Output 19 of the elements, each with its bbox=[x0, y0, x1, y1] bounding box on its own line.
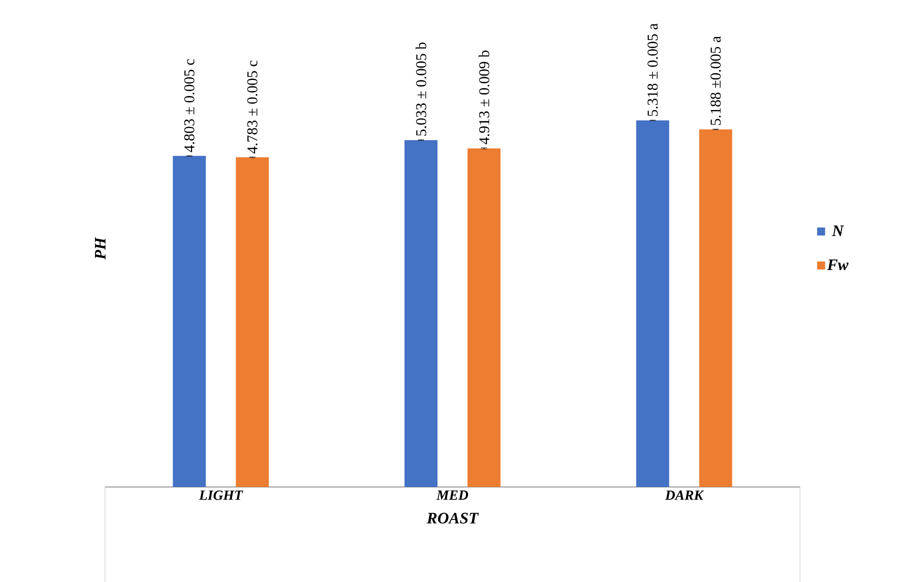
x-tick-label: LIGHT bbox=[198, 490, 244, 500]
data-label: 5.318 ± 0.005 a bbox=[648, 23, 658, 116]
data-label: 4.803 ± 0.005 c bbox=[184, 59, 194, 152]
bar bbox=[172, 156, 206, 487]
bar bbox=[404, 140, 438, 487]
x-tick-label: MED bbox=[436, 490, 468, 500]
bar bbox=[236, 157, 269, 487]
y-axis-title: PH bbox=[94, 236, 106, 260]
data-label: 5.188 ±0.005 a bbox=[710, 36, 721, 125]
legend-label: N bbox=[832, 226, 844, 236]
data-label: 4.913 ± 0.009 b bbox=[478, 50, 490, 144]
bar bbox=[636, 120, 670, 487]
x-tick-label: DARK bbox=[665, 490, 704, 500]
x-axis-title: ROAST bbox=[426, 512, 479, 524]
data-label: 4.783 ± 0.005 c bbox=[247, 60, 258, 154]
bar bbox=[699, 129, 732, 487]
legend-label: Fw bbox=[827, 260, 849, 270]
data-label: 5.033 ± 0.005 b bbox=[416, 42, 426, 136]
bar bbox=[468, 148, 501, 487]
